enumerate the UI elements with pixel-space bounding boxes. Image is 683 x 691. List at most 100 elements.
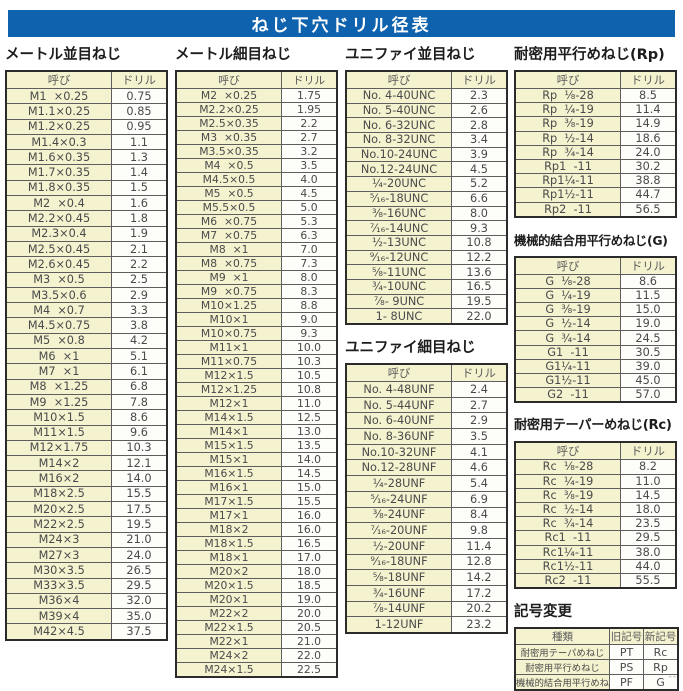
table-row: Rp1¼-11 38.8	[514, 173, 677, 189]
name-cell: ⅝-11UNC	[345, 264, 452, 280]
drill-cell: 3.3	[111, 302, 168, 319]
name-cell: No. 6-40UNF	[345, 412, 452, 430]
table-row: M2 ×0.4 1.6	[5, 195, 168, 212]
drill-cell: 4.5	[281, 186, 338, 201]
table-row: No.10-24UNC 3.9	[345, 146, 508, 163]
name-cell: Rc1½-11	[514, 558, 621, 574]
drill-cell: 2.7	[451, 396, 508, 414]
table-row: ⅜-16UNC 8.0	[345, 205, 508, 222]
table-row: G ⅜-19 15.0	[514, 302, 677, 318]
drill-cell: 10.0	[281, 340, 338, 355]
table-row: ⁵⁄₁₆-24UNF 6.9	[345, 490, 508, 508]
drill-cell: 4.1	[451, 443, 508, 461]
name-cell: M8 ×1	[175, 242, 282, 257]
name-cell: M1.4×0.3	[5, 133, 112, 151]
table-row: M12×1.5 10.5	[175, 368, 338, 383]
table-row: M16×1.5 14.5	[175, 466, 338, 481]
column-metric-coarse: メートル並目ねじ 呼び ドリル M1 ×0.25 0.75 M1.1×0.25 0.8…	[5, 45, 168, 641]
name-cell: M24×2	[175, 648, 282, 663]
drill-cell: 19.5	[451, 293, 508, 310]
drill-cell: 2.6	[451, 102, 508, 119]
name-cell: M5 ×0.5	[175, 186, 282, 201]
table-row: Rc ⅜-19 14.5	[514, 487, 677, 503]
table-row: M18×1.5 16.5	[175, 536, 338, 551]
table-row: Rp ¼-19 11.4	[514, 102, 677, 118]
drill-cell: 11.4	[451, 537, 508, 555]
table-row: M33×3.5 29.5	[5, 577, 168, 594]
table-row: M22×1 21.0	[175, 634, 338, 649]
page-title: ねじ下穴ドリル径表	[8, 10, 675, 37]
drill-cell: 2.8	[451, 117, 508, 134]
drill-cell: 22.0	[451, 308, 508, 325]
table-row: M1.6×0.35 1.3	[5, 149, 168, 166]
table-row: M1.4×0.3 1.1	[5, 133, 168, 151]
drill-cell: 2.2	[281, 116, 338, 131]
table-row: M9 ×1.25 7.8	[5, 393, 168, 411]
drill-cell: 22.0	[281, 648, 338, 663]
name-cell: M22×1	[175, 634, 282, 649]
drill-cell: 2.5	[111, 271, 168, 288]
drill-cell: 10.8	[451, 234, 508, 251]
table-row: M17×1 16.0	[175, 508, 338, 523]
table-row: ⅝-18UNF 14.2	[345, 569, 508, 586]
drill-cell: 9.3	[451, 220, 508, 236]
table-row: M1.7×0.35 1.4	[5, 164, 168, 181]
table-row: Rc ½-14 18.0	[514, 501, 677, 518]
drill-cell: 21.0	[111, 531, 168, 548]
drill-cell: 2.1	[111, 240, 168, 258]
drill-cell: 1.1	[111, 133, 168, 151]
name-cell: M3 ×0.5	[5, 271, 112, 288]
column-header-new-symbol: 新記号	[643, 627, 679, 646]
table-row: M2 ×0.25 1.75	[175, 88, 338, 103]
table-row: No.12-28UNF 4.6	[345, 459, 508, 477]
name-cell: M3.5×0.35	[175, 144, 282, 159]
drill-cell: 2.7	[281, 130, 338, 145]
name-cell: M24×1.5	[175, 662, 282, 678]
drill-cell: 8.2	[620, 459, 677, 475]
drill-cell: 17.0	[281, 550, 338, 565]
drill-cell: 55.5	[620, 572, 677, 589]
table-row: Rc1½-11 44.0	[514, 558, 677, 574]
table-row: M27×3 24.0	[5, 546, 168, 564]
drill-cell: 6.6	[451, 190, 508, 207]
name-cell: M2.2×0.25	[175, 102, 282, 117]
name-cell: M4 ×0.7	[5, 302, 112, 319]
table-row: No. 6-40UNF 2.9	[345, 412, 508, 430]
table-row: M1.2×0.25 0.95	[5, 118, 168, 135]
section-heading-unified-fine: ユニファイ細目ねじ	[345, 340, 476, 356]
name-cell: Rp1¼-11	[514, 173, 621, 189]
table-row: ⅞-14UNF 20.2	[345, 600, 508, 618]
drill-cell: 4.5	[451, 161, 508, 178]
drill-cell: 3.9	[451, 146, 508, 163]
drill-cell: 5.3	[281, 214, 338, 229]
drill-cell: 30.5	[620, 344, 677, 360]
table-row: M6 ×1 5.1	[5, 348, 168, 365]
drill-cell: 8.6	[620, 273, 677, 289]
name-cell: M1 ×0.25	[5, 87, 112, 105]
table-row: M36×4 32.0	[5, 592, 168, 610]
name-cell: M5 ×0.8	[5, 332, 112, 350]
table-row: M4 ×0.7 3.3	[5, 302, 168, 319]
name-cell: M2.3×0.4	[5, 225, 112, 242]
name-cell: M12×1.75	[5, 439, 112, 457]
table-row: ¼-20UNC 5.2	[345, 176, 508, 192]
name-cell: No. 4-40UNC	[345, 88, 452, 104]
name-cell: 1- 8UNC	[345, 308, 452, 325]
drill-cell: 44.0	[620, 558, 677, 574]
table-header-row: 呼び ドリル	[175, 70, 338, 89]
drill-cell: 12.1	[111, 455, 168, 472]
table-row: Rp ⅛-28 8.5	[514, 87, 677, 104]
name-cell: M3 ×0.35	[175, 130, 282, 145]
drill-cell: 11.4	[620, 102, 677, 118]
table-row: No. 6-32UNC 2.8	[345, 117, 508, 134]
drill-cell: 24.0	[620, 144, 677, 160]
table-row: ⅝-11UNC 13.6	[345, 264, 508, 280]
drill-cell: 17.2	[451, 584, 508, 602]
table-row: Rp ⅜-19 14.9	[514, 116, 677, 132]
table-row: M20×1.5 18.5	[175, 578, 338, 593]
table-row: M3.5×0.35 3.2	[175, 144, 338, 159]
name-cell: G ½-14	[514, 316, 621, 332]
drill-cell: 8.0	[281, 270, 338, 285]
drill-cell: 5.2	[451, 176, 508, 192]
section-heading-symbol-change: 記号変更	[514, 604, 572, 621]
